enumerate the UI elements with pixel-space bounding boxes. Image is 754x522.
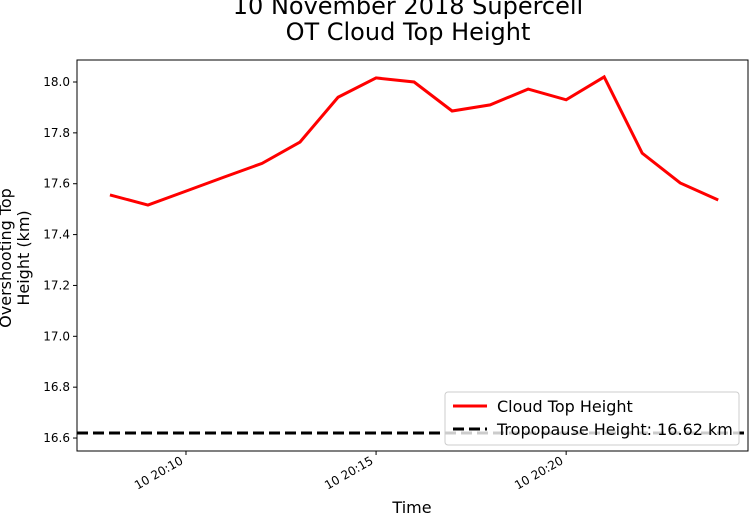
y-tick-label: 17.2 — [43, 278, 70, 292]
y-tick-label: 17.8 — [43, 126, 70, 140]
x-tick-label: 10 20:15 — [322, 453, 375, 492]
y-tick-label: 17.4 — [43, 228, 70, 242]
legend-box — [444, 391, 740, 446]
chart-title: 10 November 2018 Supercell OT Cloud Top H… — [233, 0, 583, 46]
legend-label: Tropopause Height: 16.62 km — [496, 420, 733, 439]
x-axis-label: Time — [391, 498, 431, 517]
series-line — [109, 74, 719, 207]
y-tick-label: 18.0 — [43, 75, 70, 89]
y-tick-label: 16.6 — [43, 431, 70, 445]
y-tick-label: 17.6 — [43, 177, 70, 191]
y-axis-label: Overshooting TopHeight (km) — [0, 188, 33, 328]
x-tick-label: 10 20:20 — [512, 453, 565, 492]
legend-label: Cloud Top Height — [497, 397, 633, 416]
x-tick-label: 10 20:10 — [132, 453, 185, 492]
y-tick-label: 17.0 — [43, 329, 70, 343]
y-tick-label: 16.8 — [43, 380, 70, 394]
plot-frame — [76, 59, 749, 452]
